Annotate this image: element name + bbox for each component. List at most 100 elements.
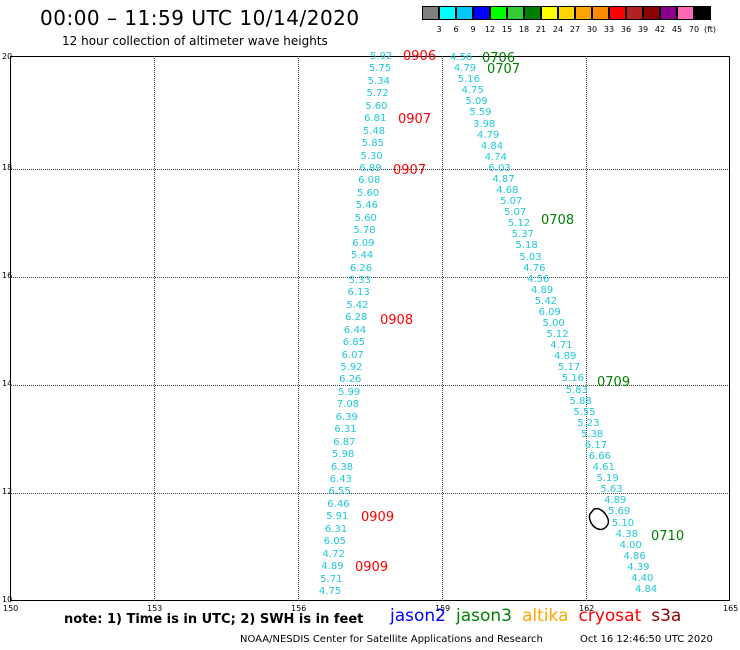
legend-level-label: 33 bbox=[603, 25, 615, 34]
wave-height-value: 5.92 bbox=[370, 51, 393, 62]
pass-id-label: 0707 bbox=[487, 62, 521, 77]
wave-height-value: 4.89 bbox=[604, 495, 627, 507]
wave-height-value: 6.55 bbox=[328, 486, 351, 498]
wave-height-value: 6.07 bbox=[341, 349, 364, 361]
wave-height-value: 5.12 bbox=[507, 218, 531, 230]
wave-height-value: 4.68 bbox=[496, 185, 519, 196]
footer-credit: NOAA/NESDIS Center for Satellite Applica… bbox=[240, 634, 543, 645]
wave-height-value: 6.05 bbox=[323, 536, 346, 548]
wave-height-value: 5.46 bbox=[355, 200, 379, 212]
wave-height-value: 6.46 bbox=[327, 498, 350, 510]
wave-height-value: 5.16 bbox=[457, 74, 480, 86]
pass-id-label: 0710 bbox=[651, 529, 685, 544]
wave-height-value: 4.84 bbox=[635, 584, 658, 595]
legend-swatch bbox=[694, 6, 711, 20]
wave-height-value: 5.55 bbox=[573, 406, 596, 418]
legend-swatch bbox=[473, 6, 490, 20]
grid-line-horizontal bbox=[10, 277, 730, 278]
wave-height-value: 5.48 bbox=[362, 125, 386, 137]
wave-height-value: 5.30 bbox=[360, 150, 383, 162]
grid-line-vertical bbox=[154, 56, 155, 601]
y-tick-label: 16 bbox=[2, 271, 13, 280]
wave-height-value: 4.89 bbox=[554, 351, 577, 363]
grid-line-horizontal bbox=[10, 169, 730, 170]
y-tick-label: 14 bbox=[2, 379, 13, 388]
wave-height-value: 5.42 bbox=[534, 295, 558, 307]
wave-height-value: 5.60 bbox=[354, 212, 377, 224]
wave-height-value: 5.34 bbox=[367, 75, 390, 87]
wave-height-value: 6.09 bbox=[538, 306, 561, 318]
wave-height-value: 4.61 bbox=[592, 462, 615, 474]
legend-swatch bbox=[626, 6, 643, 20]
wave-height-value: 5.92 bbox=[340, 362, 363, 374]
wave-height-value: 6.43 bbox=[329, 474, 352, 486]
page-subtitle: 12 hour collection of altimeter wave hei… bbox=[62, 34, 328, 48]
wave-height-value: 5.85 bbox=[361, 138, 384, 150]
wave-height-value: 4.75 bbox=[319, 586, 342, 597]
wave-height-value: 4.39 bbox=[627, 561, 650, 573]
wave-height-value: 3.98 bbox=[473, 118, 496, 130]
wave-height-value: 5.72 bbox=[366, 88, 389, 100]
wave-height-value: 6.87 bbox=[333, 436, 356, 448]
legend-swatch bbox=[507, 6, 524, 20]
wave-height-value: 4.76 bbox=[523, 262, 546, 274]
wave-height-value: 4.75 bbox=[461, 85, 484, 97]
wave-height-value: 6.89 bbox=[359, 162, 382, 174]
wave-height-value: 7.08 bbox=[336, 399, 360, 411]
legend-level-label: 39 bbox=[637, 25, 649, 34]
satellite-name: altika bbox=[522, 606, 569, 626]
legend-level-label: 27 bbox=[569, 25, 581, 34]
y-tick-label: 18 bbox=[2, 163, 13, 172]
wave-height-value: 4.56 bbox=[450, 52, 473, 63]
legend-level-label: 15 bbox=[501, 25, 513, 34]
y-tick-label: 20 bbox=[2, 52, 13, 61]
legend-level-label: 12 bbox=[484, 25, 496, 34]
wave-height-value: 4.79 bbox=[453, 63, 477, 75]
legend-level-label: 24 bbox=[552, 25, 564, 34]
legend-swatch bbox=[592, 6, 609, 20]
legend-swatch bbox=[456, 6, 473, 20]
wave-height-value: 5.19 bbox=[596, 473, 619, 485]
wave-height-value: 5.91 bbox=[326, 511, 349, 523]
wave-height-value: 5.78 bbox=[353, 225, 376, 237]
grid-line-vertical bbox=[586, 56, 587, 601]
wave-height-value: 4.89 bbox=[321, 561, 344, 573]
legend-swatch bbox=[643, 6, 660, 20]
pass-id-label: 0906 bbox=[403, 49, 437, 64]
map-plot-area bbox=[10, 56, 730, 601]
legend-swatch bbox=[660, 6, 677, 20]
legend-level-label: 9 bbox=[470, 25, 476, 34]
wave-height-value: 5.59 bbox=[469, 107, 492, 119]
wave-height-value: 5.88 bbox=[569, 395, 592, 407]
wave-height-value: 6.38 bbox=[330, 461, 354, 473]
wave-height-value: 4.74 bbox=[484, 151, 507, 163]
wave-height-value: 5.63 bbox=[600, 484, 623, 496]
wave-height-value: 4.71 bbox=[550, 340, 573, 352]
pass-id-label: 0708 bbox=[541, 213, 575, 228]
wave-height-value: 6.31 bbox=[334, 424, 357, 436]
wave-height-value: 5.23 bbox=[577, 417, 600, 429]
wave-height-value: 4.89 bbox=[530, 284, 554, 296]
legend-level-label: 21 bbox=[535, 25, 547, 34]
satellite-name: s3a bbox=[651, 606, 682, 626]
wave-height-value: 5.44 bbox=[351, 250, 374, 262]
y-tick-label: 12 bbox=[2, 487, 13, 496]
wave-height-value: 4.38 bbox=[615, 528, 638, 540]
legend-level-label: 3 bbox=[436, 25, 442, 34]
wave-height-value: 5.98 bbox=[332, 449, 355, 461]
wave-height-value: 5.37 bbox=[511, 229, 534, 241]
page-title: 00:00 – 11:59 UTC 10/14/2020 bbox=[40, 6, 360, 30]
wave-height-value: 4.72 bbox=[322, 548, 345, 560]
wave-height-value: 6.31 bbox=[324, 523, 348, 535]
wave-height-value: 4.84 bbox=[480, 140, 504, 152]
pass-id-label: 0908 bbox=[380, 313, 414, 328]
x-tick-label: 159 bbox=[435, 604, 451, 613]
x-tick-label: 150 bbox=[3, 604, 19, 613]
legend-swatch bbox=[422, 6, 439, 20]
wave-height-value: 5.03 bbox=[519, 251, 542, 263]
wave-height-value: 4.00 bbox=[619, 539, 642, 551]
legend-swatch bbox=[490, 6, 507, 20]
wave-height-value: 6.03 bbox=[488, 162, 511, 174]
legend-level-label: 42 bbox=[654, 25, 666, 34]
wave-height-value: 5.10 bbox=[611, 517, 635, 529]
